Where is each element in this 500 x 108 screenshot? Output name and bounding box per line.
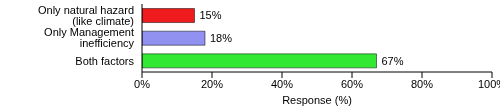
- svg-text:Both factors: Both factors: [75, 55, 134, 67]
- svg-text:Only Managementinefficiency: Only Managementinefficiency: [44, 26, 134, 49]
- svg-text:67%: 67%: [382, 55, 404, 67]
- svg-text:Only natural hazard(like clima: Only natural hazard(like climate): [38, 4, 134, 27]
- svg-text:80%: 80%: [411, 78, 433, 90]
- svg-text:15%: 15%: [200, 9, 222, 21]
- svg-text:20%: 20%: [201, 78, 223, 90]
- svg-text:60%: 60%: [341, 78, 363, 90]
- svg-text:40%: 40%: [271, 78, 293, 90]
- svg-text:Response (%): Response (%): [282, 94, 352, 106]
- svg-text:18%: 18%: [210, 32, 232, 44]
- svg-text:0%: 0%: [134, 78, 150, 90]
- svg-text:100%: 100%: [478, 78, 492, 90]
